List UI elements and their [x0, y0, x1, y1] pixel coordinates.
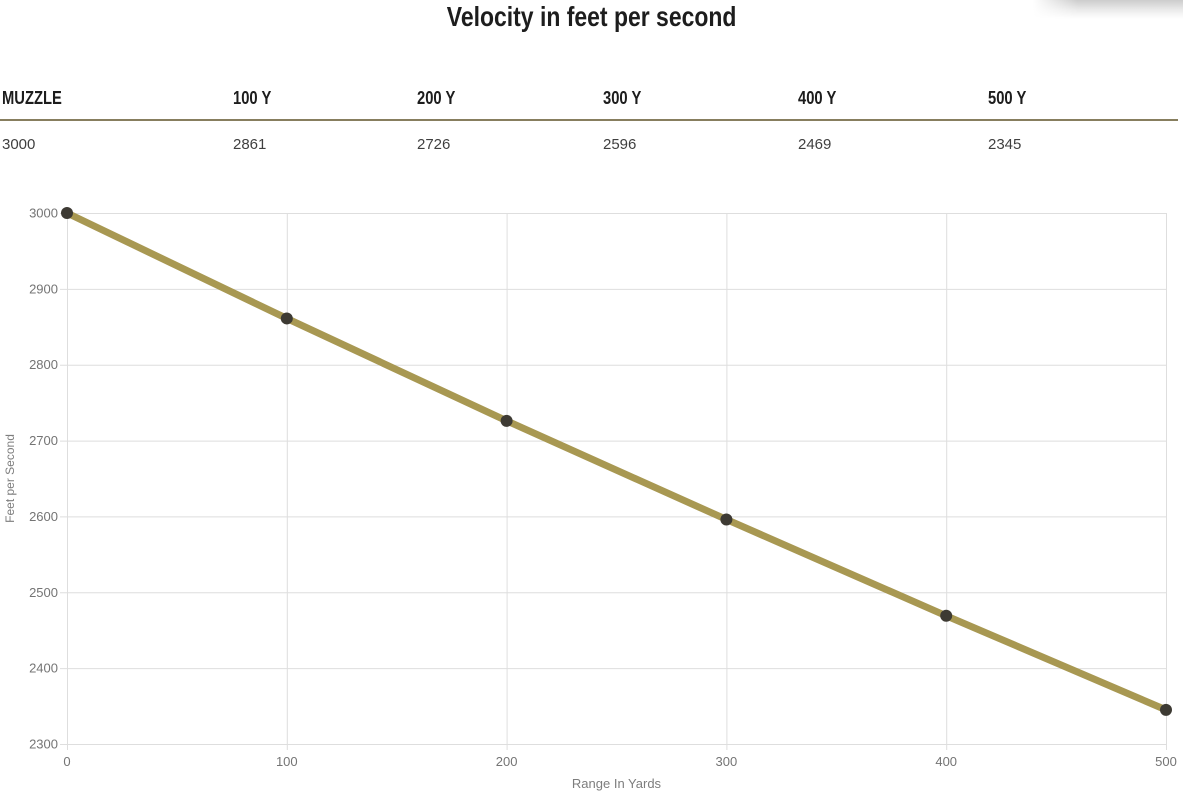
- y-tick-label: 2900: [29, 281, 58, 296]
- table-header-500y: 500 Y: [988, 88, 1027, 108]
- x-tick-label: 0: [63, 754, 70, 769]
- velocity-line: [65, 209, 1168, 714]
- page-title: Velocity in feet per second: [0, 1, 1183, 33]
- y-tick-label: 2300: [29, 737, 58, 752]
- x-tick-label: 100: [276, 754, 298, 769]
- table-value-muzzle: 3000: [2, 136, 36, 153]
- table-divider: [0, 119, 1178, 121]
- x-tick-label: 500: [1155, 754, 1177, 769]
- x-tick-label: 300: [716, 754, 738, 769]
- data-points: [61, 207, 1172, 716]
- table-value-row: 3000 2861 2726 2596 2469 2345: [0, 136, 1183, 153]
- table-header-100y: 100 Y: [233, 88, 272, 108]
- chart-grid: [60, 213, 1167, 750]
- data-point: [720, 513, 733, 526]
- y-tick-label: 2400: [29, 661, 58, 676]
- table-value-100y: 2861: [233, 136, 267, 153]
- page-title-text: Velocity in feet per second: [446, 1, 737, 32]
- top-right-panel-shadow: [1033, 0, 1183, 22]
- y-tick-label: 2600: [29, 509, 58, 524]
- table-header-300y: 300 Y: [603, 88, 642, 108]
- y-tick-label: 2800: [29, 357, 58, 372]
- table-header-muzzle: MUZZLE: [2, 88, 62, 108]
- data-point: [940, 609, 953, 622]
- table-header-row: MUZZLE 100 Y 200 Y 300 Y 400 Y 500 Y: [0, 88, 1183, 109]
- table-value-400y: 2469: [798, 136, 832, 153]
- table-value-500y: 2345: [988, 136, 1022, 153]
- y-tick-label: 3000: [29, 206, 58, 221]
- table-value-300y: 2596: [603, 136, 637, 153]
- data-point: [61, 207, 73, 219]
- x-axis-title: Range In Yards: [572, 776, 662, 791]
- y-axis-title: Feet per Second: [3, 434, 17, 523]
- table-header-400y: 400 Y: [798, 88, 837, 108]
- data-point: [280, 312, 293, 325]
- table-value-200y: 2726: [417, 136, 451, 153]
- table-header-200y: 200 Y: [417, 88, 456, 108]
- x-tick-label: 400: [935, 754, 957, 769]
- x-tick-label: 200: [496, 754, 518, 769]
- y-tick-label: 2700: [29, 433, 58, 448]
- data-point: [500, 414, 513, 427]
- chart-tick-labels: 0 100 200 300 400 500 2300 2400 2500 2600 2700 2800…: [29, 206, 1177, 770]
- y-tick-label: 2500: [29, 585, 58, 600]
- data-point: [1160, 703, 1172, 716]
